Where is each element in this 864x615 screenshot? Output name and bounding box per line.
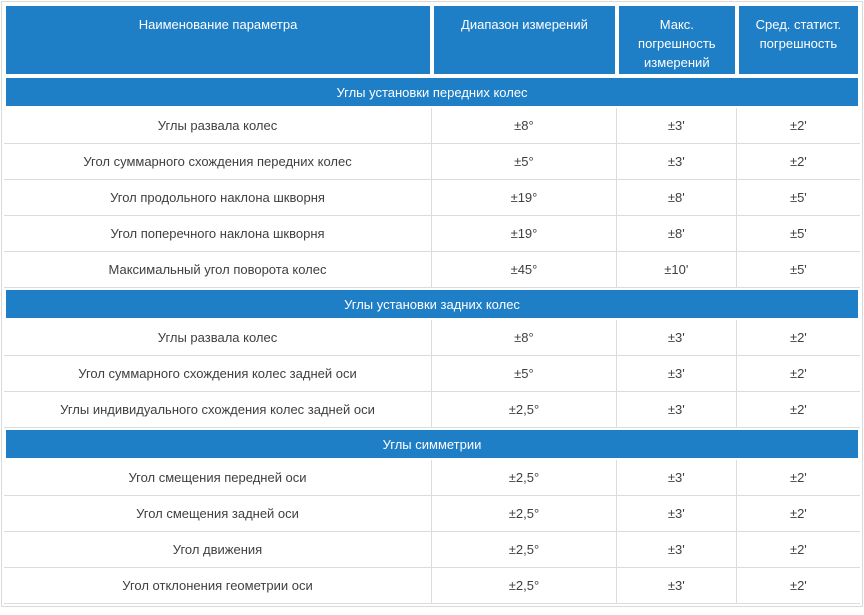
section-title-rear-wheels: Углы установки задних колес: [4, 288, 860, 320]
avg-error-cell: ±2': [736, 532, 860, 568]
range-cell: ±2,5°: [432, 460, 617, 496]
max-error-cell: ±3': [616, 144, 737, 180]
max-error-cell: ±3': [616, 108, 737, 144]
param-name-cell: Угол суммарного схождения передних колес: [4, 144, 433, 180]
column-header-range: Диапазон измерений: [432, 4, 617, 76]
range-cell: ±5°: [432, 144, 617, 180]
column-header-parameter: Наименование параметра: [4, 4, 433, 76]
range-cell: ±8°: [432, 320, 617, 356]
table-row: Углы индивидуального схождения колес зад…: [4, 392, 860, 428]
max-error-cell: ±3': [616, 568, 737, 604]
max-error-cell: ±10': [616, 252, 737, 288]
param-name-cell: Угол отклонения геометрии оси: [4, 568, 433, 604]
column-header-max-error: Макс. погрешность измерений: [616, 4, 737, 76]
max-error-cell: ±8': [616, 180, 737, 216]
avg-error-cell: ±2': [736, 356, 860, 392]
range-cell: ±45°: [432, 252, 617, 288]
param-name-cell: Угол поперечного наклона шкворня: [4, 216, 433, 252]
table-row: Угол движения ±2,5° ±3' ±2': [4, 532, 860, 568]
max-error-cell: ±3': [616, 460, 737, 496]
table-row: Угол смещения передней оси ±2,5° ±3' ±2': [4, 460, 860, 496]
table-row: Угол отклонения геометрии оси ±2,5° ±3' …: [4, 568, 860, 604]
table-row: Угол продольного наклона шкворня ±19° ±8…: [4, 180, 860, 216]
avg-error-cell: ±5': [736, 216, 860, 252]
param-name-cell: Углы развала колес: [4, 320, 433, 356]
max-error-cell: ±3': [616, 356, 737, 392]
table-row: Угол суммарного схождения колес задней о…: [4, 356, 860, 392]
table-row: Углы развала колес ±8° ±3' ±2': [4, 320, 860, 356]
param-name-cell: Угол смещения передней оси: [4, 460, 433, 496]
param-name-cell: Угол продольного наклона шкворня: [4, 180, 433, 216]
avg-error-cell: ±2': [736, 320, 860, 356]
range-cell: ±2,5°: [432, 496, 617, 532]
avg-error-cell: ±2': [736, 392, 860, 428]
range-cell: ±19°: [432, 216, 617, 252]
column-header-avg-error: Сред. статист. погрешность: [736, 4, 860, 76]
range-cell: ±2,5°: [432, 568, 617, 604]
table-row: Углы развала колес ±8° ±3' ±2': [4, 108, 860, 144]
table-row: Угол поперечного наклона шкворня ±19° ±8…: [4, 216, 860, 252]
range-cell: ±2,5°: [432, 532, 617, 568]
section-header-row: Углы установки задних колес: [4, 288, 860, 320]
table-row: Максимальный угол поворота колес ±45° ±1…: [4, 252, 860, 288]
param-name-cell: Угол суммарного схождения колес задней о…: [4, 356, 433, 392]
range-cell: ±8°: [432, 108, 617, 144]
table-row: Угол суммарного схождения передних колес…: [4, 144, 860, 180]
section-title-front-wheels: Углы установки передних колес: [4, 76, 860, 108]
max-error-cell: ±3': [616, 532, 737, 568]
avg-error-cell: ±5': [736, 252, 860, 288]
param-name-cell: Углы индивидуального схождения колес зад…: [4, 392, 433, 428]
avg-error-cell: ±2': [736, 108, 860, 144]
avg-error-cell: ±2': [736, 144, 860, 180]
param-name-cell: Углы развала колес: [4, 108, 433, 144]
range-cell: ±19°: [432, 180, 617, 216]
section-title-symmetry: Углы симметрии: [4, 428, 860, 460]
max-error-cell: ±3': [616, 496, 737, 532]
wheel-alignment-specs-table: Наименование параметра Диапазон измерени…: [4, 4, 860, 604]
range-cell: ±2,5°: [432, 392, 617, 428]
max-error-cell: ±8': [616, 216, 737, 252]
avg-error-cell: ±2': [736, 460, 860, 496]
table-row: Угол смещения задней оси ±2,5° ±3' ±2': [4, 496, 860, 532]
avg-error-cell: ±2': [736, 496, 860, 532]
max-error-cell: ±3': [616, 392, 737, 428]
avg-error-cell: ±2': [736, 568, 860, 604]
avg-error-cell: ±5': [736, 180, 860, 216]
max-error-cell: ±3': [616, 320, 737, 356]
section-header-row: Углы симметрии: [4, 428, 860, 460]
param-name-cell: Угол смещения задней оси: [4, 496, 433, 532]
section-header-row: Углы установки передних колес: [4, 76, 860, 108]
param-name-cell: Угол движения: [4, 532, 433, 568]
param-name-cell: Максимальный угол поворота колес: [4, 252, 433, 288]
table-header-row: Наименование параметра Диапазон измерени…: [4, 4, 860, 76]
range-cell: ±5°: [432, 356, 617, 392]
